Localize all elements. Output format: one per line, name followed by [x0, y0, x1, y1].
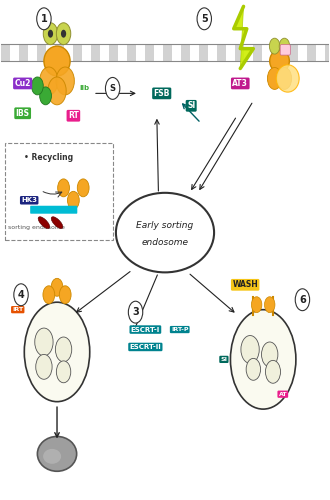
Bar	[146, 44, 153, 61]
Text: ESCRT-I: ESCRT-I	[131, 326, 160, 332]
Text: AT3: AT3	[232, 79, 248, 88]
Circle shape	[267, 68, 282, 90]
Bar	[163, 44, 172, 61]
Circle shape	[262, 342, 278, 367]
Circle shape	[128, 301, 143, 323]
Circle shape	[55, 337, 72, 362]
Circle shape	[265, 360, 280, 384]
Text: sorting endosome: sorting endosome	[8, 225, 65, 230]
Bar	[73, 44, 82, 61]
Circle shape	[279, 38, 290, 54]
Circle shape	[277, 68, 292, 90]
Text: IBS: IBS	[16, 109, 30, 118]
Circle shape	[43, 23, 58, 44]
Circle shape	[251, 296, 262, 312]
Circle shape	[56, 23, 71, 44]
Text: endosome: endosome	[142, 238, 188, 247]
Circle shape	[24, 302, 90, 402]
Circle shape	[56, 361, 71, 383]
Ellipse shape	[37, 436, 77, 472]
Text: S: S	[110, 84, 115, 93]
Circle shape	[106, 78, 120, 100]
Circle shape	[56, 67, 74, 95]
Circle shape	[37, 8, 51, 30]
Circle shape	[31, 77, 43, 95]
Bar	[253, 44, 262, 61]
Circle shape	[14, 284, 28, 306]
Ellipse shape	[270, 50, 289, 72]
Circle shape	[269, 38, 280, 54]
Circle shape	[68, 192, 79, 209]
Text: IIb: IIb	[80, 86, 90, 91]
Bar	[19, 44, 28, 61]
Text: Cu2: Cu2	[15, 79, 31, 88]
Circle shape	[197, 8, 212, 30]
Text: RT: RT	[68, 112, 79, 120]
Text: 5: 5	[201, 14, 208, 24]
Circle shape	[35, 328, 53, 356]
Text: HK3: HK3	[21, 198, 37, 203]
Circle shape	[295, 289, 310, 310]
Bar	[1, 44, 10, 61]
Text: 4: 4	[17, 290, 24, 300]
Text: ESCRT-II: ESCRT-II	[129, 344, 161, 350]
Circle shape	[48, 30, 53, 38]
Bar	[109, 44, 117, 61]
Circle shape	[241, 336, 259, 363]
Text: SI: SI	[220, 357, 227, 362]
Bar	[217, 44, 225, 61]
Ellipse shape	[276, 65, 299, 92]
Text: SI: SI	[187, 102, 195, 110]
Circle shape	[230, 310, 296, 409]
Bar	[289, 44, 298, 61]
Circle shape	[48, 77, 66, 105]
Bar	[91, 44, 100, 61]
Ellipse shape	[43, 449, 61, 464]
Text: 1: 1	[41, 14, 47, 24]
Ellipse shape	[51, 216, 63, 228]
Text: IRT-P: IRT-P	[171, 327, 188, 332]
Circle shape	[43, 286, 55, 304]
Bar	[199, 44, 208, 61]
Circle shape	[51, 278, 63, 296]
Circle shape	[40, 67, 58, 95]
Ellipse shape	[38, 216, 50, 228]
FancyBboxPatch shape	[30, 206, 77, 214]
Ellipse shape	[44, 46, 70, 76]
Bar	[182, 44, 189, 61]
Circle shape	[36, 354, 52, 380]
Bar	[55, 44, 64, 61]
FancyBboxPatch shape	[280, 44, 290, 55]
Bar	[307, 44, 315, 61]
Text: FSB: FSB	[153, 89, 170, 98]
Bar	[127, 44, 136, 61]
Circle shape	[61, 30, 66, 38]
Bar	[37, 44, 46, 61]
Circle shape	[58, 179, 69, 197]
Ellipse shape	[116, 193, 214, 272]
Text: Early sorting: Early sorting	[136, 220, 194, 230]
Bar	[271, 44, 280, 61]
Text: • Recycling: • Recycling	[24, 153, 73, 162]
Bar	[235, 44, 244, 61]
Text: 3: 3	[132, 307, 139, 317]
Text: 6: 6	[299, 294, 306, 304]
Circle shape	[264, 296, 275, 312]
Text: IRT: IRT	[12, 307, 23, 312]
Circle shape	[59, 286, 71, 304]
Bar	[325, 44, 330, 61]
Polygon shape	[234, 6, 253, 68]
Circle shape	[77, 179, 89, 197]
Circle shape	[40, 87, 51, 105]
Text: AT: AT	[279, 392, 287, 396]
Circle shape	[246, 358, 261, 380]
Text: WASH: WASH	[232, 280, 258, 289]
